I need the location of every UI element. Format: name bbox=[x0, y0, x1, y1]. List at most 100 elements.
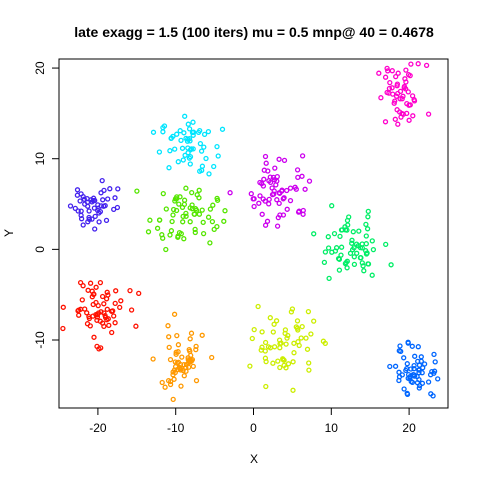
scatter-point bbox=[86, 214, 92, 221]
scatter-point bbox=[299, 173, 305, 179]
scatter-point bbox=[401, 355, 407, 361]
scatter-point bbox=[409, 93, 416, 99]
scatter-point bbox=[160, 129, 166, 135]
scatter-point bbox=[114, 204, 121, 211]
scatter-point bbox=[134, 188, 140, 194]
scatter-point bbox=[174, 332, 180, 339]
scatter-point bbox=[259, 344, 265, 350]
scatter-point bbox=[98, 345, 104, 351]
scatter-point bbox=[289, 306, 296, 312]
scatter-point bbox=[166, 165, 172, 171]
scatter-point bbox=[389, 68, 395, 74]
scatter-point bbox=[276, 156, 282, 162]
scatter-point bbox=[182, 113, 188, 119]
x-axis: -20 -10 0 10 20 bbox=[89, 408, 416, 435]
scatter-point bbox=[99, 177, 105, 184]
scatter-point bbox=[393, 93, 400, 99]
scatter-point bbox=[262, 222, 269, 228]
scatter-point bbox=[276, 200, 282, 207]
scatter-point bbox=[249, 335, 255, 342]
scatter-point bbox=[382, 119, 389, 125]
scatter-point bbox=[215, 153, 221, 159]
scatter-point bbox=[403, 67, 409, 73]
scatter-point bbox=[410, 113, 416, 119]
scatter-point bbox=[354, 250, 360, 256]
scatter-point bbox=[311, 231, 317, 237]
scatter-point bbox=[384, 65, 390, 72]
scatter-point bbox=[360, 263, 366, 269]
scatter-point bbox=[94, 317, 100, 323]
scatter-point bbox=[103, 296, 110, 302]
scatter-point bbox=[321, 259, 328, 266]
scatter-point bbox=[196, 187, 202, 193]
scatter-point bbox=[99, 293, 106, 300]
scatter-point bbox=[411, 98, 418, 104]
scatter-point bbox=[303, 335, 309, 341]
scatter-point bbox=[263, 383, 269, 390]
scatter-point bbox=[284, 187, 290, 194]
scatter-point bbox=[156, 149, 163, 155]
scatter-point bbox=[192, 229, 198, 236]
scatter-point bbox=[187, 348, 193, 354]
scatter-point bbox=[283, 365, 289, 371]
scatter-point bbox=[67, 203, 74, 209]
scatter-point bbox=[77, 306, 84, 312]
scatter-point bbox=[287, 197, 294, 204]
scatter-point bbox=[290, 359, 296, 365]
scatter-point bbox=[408, 61, 414, 67]
scatter-point bbox=[364, 226, 371, 232]
scatter-point bbox=[256, 200, 262, 206]
scatter-point bbox=[331, 230, 338, 237]
scatter-point bbox=[281, 157, 288, 164]
scatter-point bbox=[369, 272, 375, 278]
scatter-point bbox=[199, 163, 206, 169]
scatter-point bbox=[214, 195, 220, 202]
scatter-point bbox=[112, 195, 118, 201]
scatter-point bbox=[411, 366, 417, 372]
scatter-point bbox=[365, 261, 372, 267]
scatter-point bbox=[337, 233, 343, 240]
scatter-point bbox=[93, 284, 99, 290]
scatter-point bbox=[150, 129, 157, 135]
scatter-point bbox=[176, 201, 182, 207]
x-tick-label: 10 bbox=[325, 421, 339, 435]
scatter-point bbox=[359, 245, 365, 251]
scatter-point bbox=[194, 192, 200, 198]
scatter-point bbox=[404, 391, 411, 398]
scatter-point bbox=[84, 310, 90, 316]
scatter-point bbox=[355, 243, 361, 249]
scatter-point bbox=[185, 360, 192, 366]
scatter-point bbox=[85, 287, 91, 293]
scatter-point bbox=[95, 310, 102, 316]
scatter-point bbox=[396, 374, 403, 380]
scatter-point bbox=[333, 245, 340, 251]
scatter-point bbox=[349, 240, 355, 246]
scatter-point bbox=[196, 211, 203, 217]
scatter-point bbox=[159, 232, 165, 238]
scatter-point bbox=[325, 245, 332, 251]
scatter-point bbox=[418, 354, 424, 360]
scatter-point bbox=[185, 150, 191, 156]
scatter-point bbox=[76, 312, 82, 318]
scatter-point bbox=[435, 376, 441, 382]
scatter-point bbox=[365, 214, 371, 220]
scatter-point bbox=[101, 310, 107, 316]
scatter-point bbox=[175, 234, 181, 240]
scatter-point bbox=[115, 186, 121, 192]
scatter-point bbox=[290, 387, 296, 393]
scatter-point bbox=[175, 342, 182, 348]
scatter-point bbox=[416, 385, 422, 391]
scatter-point bbox=[300, 207, 306, 214]
scatter-point bbox=[105, 316, 111, 322]
scatter-point bbox=[270, 329, 276, 335]
scatter-point bbox=[363, 241, 369, 247]
scatter-point bbox=[178, 137, 184, 144]
scatter-point bbox=[179, 354, 185, 360]
scatter-point bbox=[263, 358, 269, 365]
scatter-point bbox=[191, 211, 198, 217]
y-tick-label: 20 bbox=[33, 61, 47, 75]
scatter-point bbox=[282, 327, 289, 333]
scatter-point bbox=[423, 62, 430, 69]
scatter-point bbox=[292, 184, 298, 190]
